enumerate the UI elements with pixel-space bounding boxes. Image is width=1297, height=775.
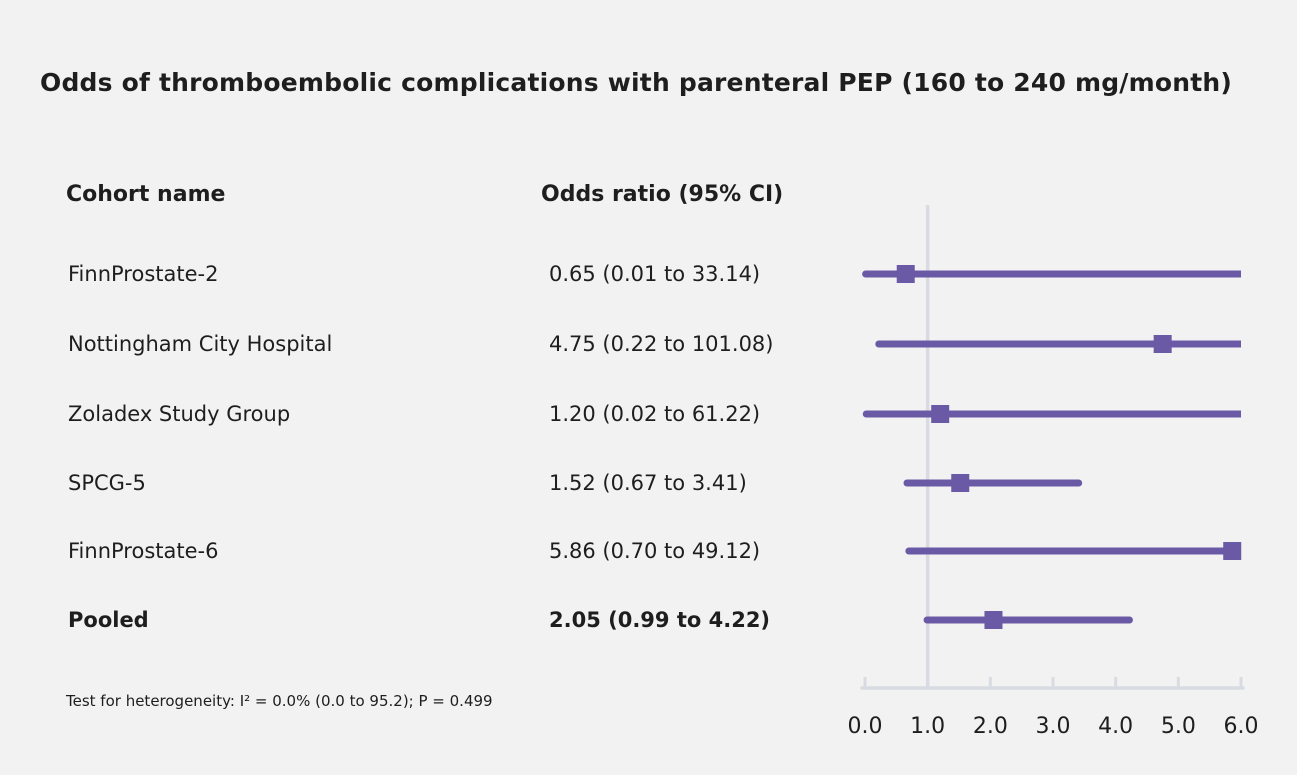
- x-axis-tick-label: 0.0: [848, 714, 883, 739]
- x-axis-tick-label: 6.0: [1224, 714, 1259, 739]
- x-axis-tick-label: 5.0: [1161, 714, 1196, 739]
- estimate-marker: [896, 265, 915, 283]
- ci-cap-high: [1125, 616, 1133, 624]
- ci-cap-high: [1075, 479, 1083, 487]
- estimate-marker: [1223, 542, 1242, 560]
- x-axis-tick-label: 3.0: [1036, 714, 1071, 739]
- ci-cap-low: [923, 616, 931, 624]
- x-axis-tick-label: 4.0: [1098, 714, 1133, 739]
- odds-ratio-value: 5.86 (0.70 to 49.12): [549, 539, 761, 563]
- ci-cap-low: [862, 270, 870, 278]
- cohort-name: FinnProstate-2: [68, 262, 219, 286]
- estimate-marker: [1153, 335, 1172, 353]
- cohort-name: FinnProstate-6: [68, 539, 219, 563]
- pooled-estimate-marker: [984, 611, 1003, 629]
- figure-title: Odds of thromboembolic complications wit…: [40, 68, 1233, 97]
- cohort-name: SPCG-5: [68, 471, 146, 495]
- ci-cap-low: [875, 340, 883, 348]
- estimate-marker: [951, 474, 970, 492]
- column-header-odds-ratio: Odds ratio (95% CI): [541, 182, 784, 207]
- column-header-cohort: Cohort name: [66, 182, 226, 207]
- ci-cap-low: [862, 410, 870, 418]
- x-axis-tick-label: 1.0: [910, 714, 945, 739]
- odds-ratio-value: 0.65 (0.01 to 33.14): [549, 262, 761, 286]
- cohort-name: Pooled: [68, 608, 149, 632]
- cohort-name: Nottingham City Hospital: [68, 332, 333, 356]
- odds-ratio-value: 1.20 (0.02 to 61.22): [549, 402, 761, 426]
- odds-ratio-value: 2.05 (0.99 to 4.22): [549, 608, 771, 632]
- estimate-marker: [931, 405, 950, 423]
- x-axis-tick-label: 2.0: [973, 714, 1008, 739]
- cohort-name: Zoladex Study Group: [68, 402, 291, 426]
- heterogeneity-footnote: Test for heterogeneity: I² = 0.0% (0.0 t…: [66, 692, 493, 710]
- odds-ratio-value: 1.52 (0.67 to 3.41): [549, 471, 747, 495]
- ci-cap-low: [903, 479, 911, 487]
- ci-cap-low: [905, 547, 913, 555]
- odds-ratio-value: 4.75 (0.22 to 101.08): [549, 332, 774, 356]
